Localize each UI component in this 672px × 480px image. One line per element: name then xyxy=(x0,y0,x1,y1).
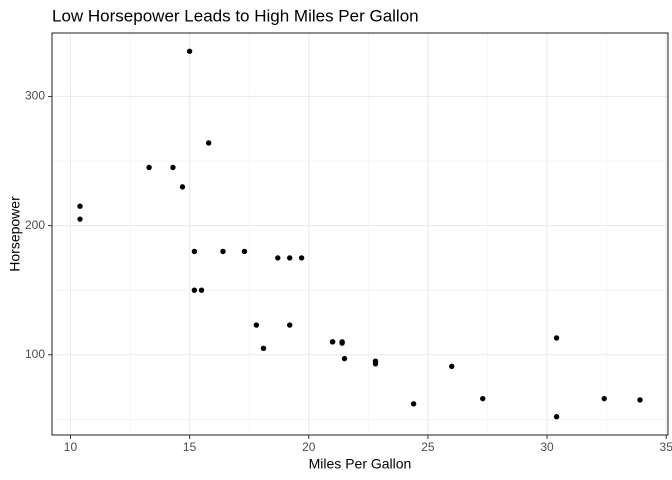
point xyxy=(260,345,267,351)
point xyxy=(191,248,198,255)
point xyxy=(341,355,348,362)
point xyxy=(287,322,293,328)
point xyxy=(601,395,607,402)
point xyxy=(553,335,560,341)
point xyxy=(449,363,455,370)
point xyxy=(220,248,226,255)
point xyxy=(298,255,305,261)
y-tick-label: 300 xyxy=(25,89,45,103)
point xyxy=(77,203,83,209)
point xyxy=(287,255,293,261)
point xyxy=(480,395,486,402)
panel-border xyxy=(51,32,669,436)
point xyxy=(410,401,417,407)
point xyxy=(77,216,83,222)
x-tick-label: 15 xyxy=(183,440,197,454)
y-tick-label: 200 xyxy=(25,218,45,232)
point xyxy=(191,287,198,293)
point xyxy=(186,48,193,54)
point xyxy=(146,164,152,171)
x-tick-label: 30 xyxy=(540,440,554,454)
x-tick-label: 10 xyxy=(64,440,78,454)
x-tick-label: 20 xyxy=(302,440,316,454)
point xyxy=(241,248,248,255)
point xyxy=(329,339,336,345)
point xyxy=(372,358,379,364)
x-axis-label: Miles Per Gallon xyxy=(309,456,412,472)
point xyxy=(253,322,260,328)
chart-title: Low Horsepower Leads to High Miles Per G… xyxy=(52,6,419,25)
point xyxy=(205,140,212,146)
x-tick-label: 35 xyxy=(660,440,672,454)
point xyxy=(637,397,643,403)
point xyxy=(170,164,176,171)
point xyxy=(339,340,345,346)
point xyxy=(198,287,205,293)
x-tick-label: 25 xyxy=(421,440,435,454)
point xyxy=(179,184,186,190)
point xyxy=(553,414,560,420)
y-tick-label: 100 xyxy=(25,347,45,361)
point xyxy=(275,255,281,261)
y-axis-label: Horsepower xyxy=(7,196,23,272)
